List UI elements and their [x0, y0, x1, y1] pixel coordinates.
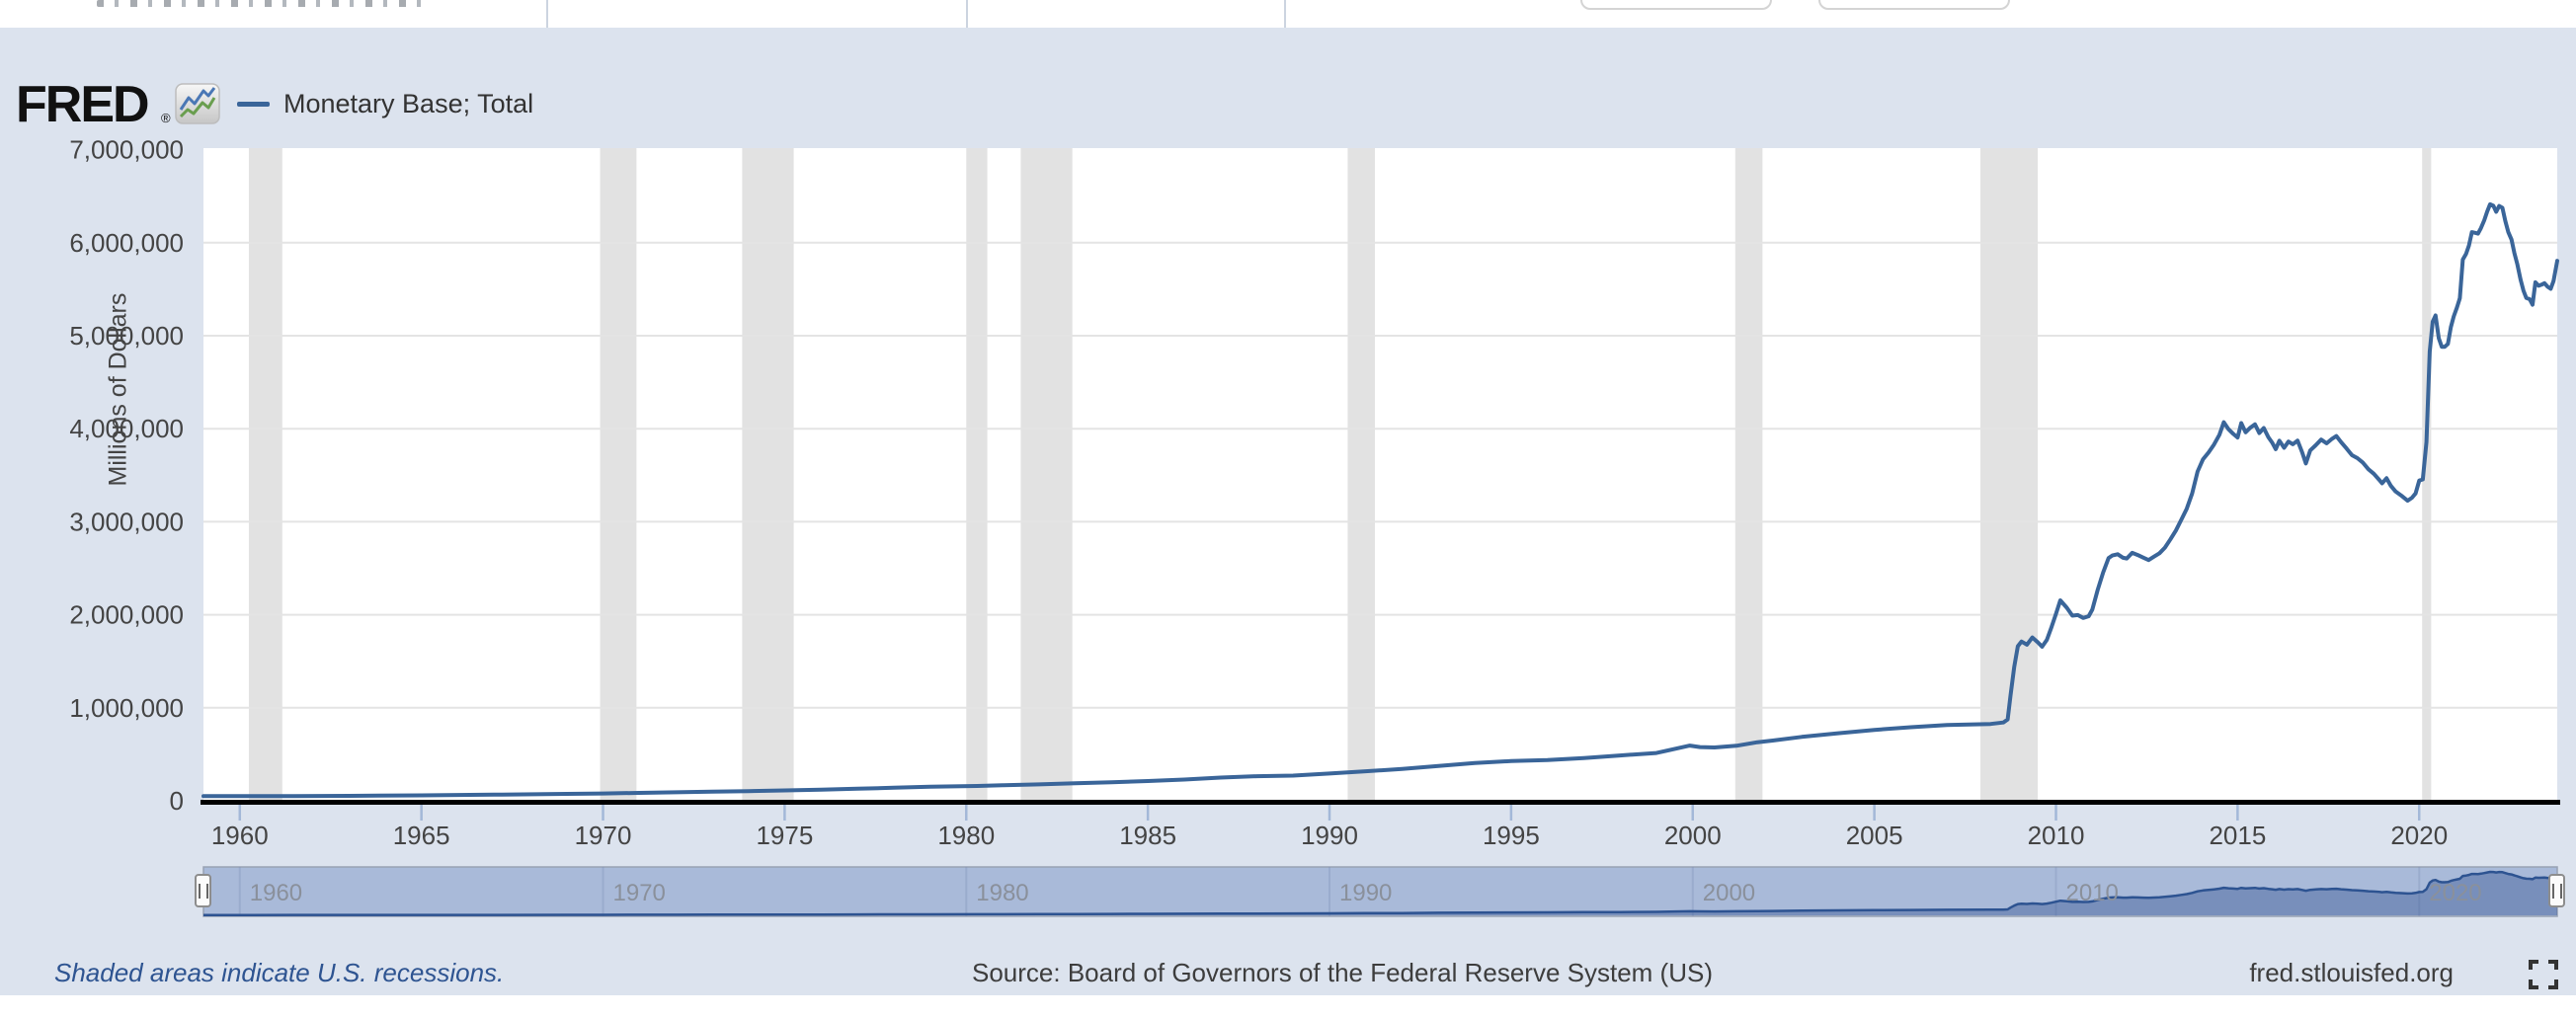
clipped-header-row: [0, 0, 2576, 28]
x-axis-tick-label: 2000: [1664, 821, 1722, 850]
x-axis-tick-label: 1990: [1301, 821, 1358, 850]
slider-decade-label: 1980: [976, 880, 1028, 906]
y-axis-tick-label: 3,000,000: [69, 507, 184, 536]
legend: Monetary Base; Total: [237, 89, 533, 118]
grip-icon: [198, 883, 208, 899]
recession-band: [1347, 148, 1375, 800]
registered-trademark: ®: [161, 111, 171, 125]
range-slider[interactable]: 1960 1970 1980 1990 2000 2010 2020: [0, 857, 2576, 926]
x-axis-tick-label: 1995: [1483, 821, 1540, 850]
slider-decade-label: 2020: [2429, 880, 2481, 906]
fullscreen-icon[interactable]: [2529, 960, 2558, 989]
x-axis-tick-label: 1970: [575, 821, 632, 850]
x-axis-tick-label: 1960: [211, 821, 269, 850]
recession-note: Shaded areas indicate U.S. recessions.: [54, 958, 505, 987]
recession-band: [600, 148, 637, 800]
x-axis-tick-label: 1975: [756, 821, 813, 850]
clipped-button[interactable]: [1580, 0, 1772, 10]
recession-band: [1020, 148, 1073, 800]
x-axis-tick-label: 1985: [1119, 821, 1176, 850]
y-axis-tick-label: 5,000,000: [69, 321, 184, 351]
slider-bar[interactable]: [202, 866, 2558, 917]
x-axis-tick-label: 2010: [2028, 821, 2085, 850]
column-divider: [546, 0, 548, 28]
y-axis-tick-label: 4,000,000: [69, 414, 184, 443]
chart-panel: FRED ® Monetary Base; Total Millions of …: [0, 28, 2576, 995]
recession-band: [966, 148, 988, 800]
recession-band: [248, 148, 282, 800]
x-axis-tick-label: 1980: [937, 821, 995, 850]
column-divider: [1284, 0, 1286, 28]
slider-decade-label: 1970: [613, 880, 666, 906]
slider-series-line: [203, 870, 2558, 916]
slider-handle-left[interactable]: [195, 874, 211, 907]
x-axis-tick-label: 2020: [2390, 821, 2448, 850]
source-attribution: Source: Board of Governors of the Federa…: [972, 958, 1713, 987]
legend-line-swatch: [237, 101, 270, 107]
x-axis-tick-label: 1965: [393, 821, 450, 850]
recession-band: [2422, 148, 2432, 800]
fred-site-link[interactable]: fred.stlouisfed.org: [2249, 958, 2454, 987]
x-axis-tick-label: 2005: [1846, 821, 1903, 850]
main-chart[interactable]: 0 1,000,000 2,000,000 3,000,000 4,000,000 5,0…: [0, 28, 2576, 857]
legend-series-label: Monetary Base; Total: [283, 88, 534, 118]
slider-handle-right[interactable]: [2548, 874, 2565, 907]
y-axis-tick-label: 6,000,000: [69, 228, 184, 258]
fred-logo: FRED: [16, 76, 150, 133]
series-line: [201, 201, 2559, 799]
fred-sparkline-icon: [175, 83, 220, 124]
recession-band: [742, 148, 794, 800]
slider-area-fill: [203, 872, 2557, 915]
slider-decade-label: 1990: [1339, 880, 1392, 906]
clipped-button[interactable]: [1818, 0, 2010, 10]
slider-decade-label: 2010: [2066, 880, 2119, 906]
x-axis-line: [201, 800, 2560, 805]
grip-icon: [2551, 883, 2562, 899]
slider-decade-label: 1960: [250, 880, 302, 906]
bottom-whitespace: [0, 995, 2576, 1019]
y-axis-tick-label: 0: [170, 786, 184, 816]
y-axis-tick-label: 2,000,000: [69, 600, 184, 630]
y-axis-tick-label: 7,000,000: [69, 135, 184, 165]
recession-band: [1734, 148, 1763, 800]
x-axis-tick-label: 2015: [2209, 821, 2266, 850]
column-divider: [966, 0, 968, 28]
slider-decade-label: 2000: [1703, 880, 1755, 906]
plot-area[interactable]: [203, 148, 2557, 801]
y-axis-tick-label: 1,000,000: [69, 693, 184, 723]
clipped-text-remnant: [97, 0, 423, 7]
